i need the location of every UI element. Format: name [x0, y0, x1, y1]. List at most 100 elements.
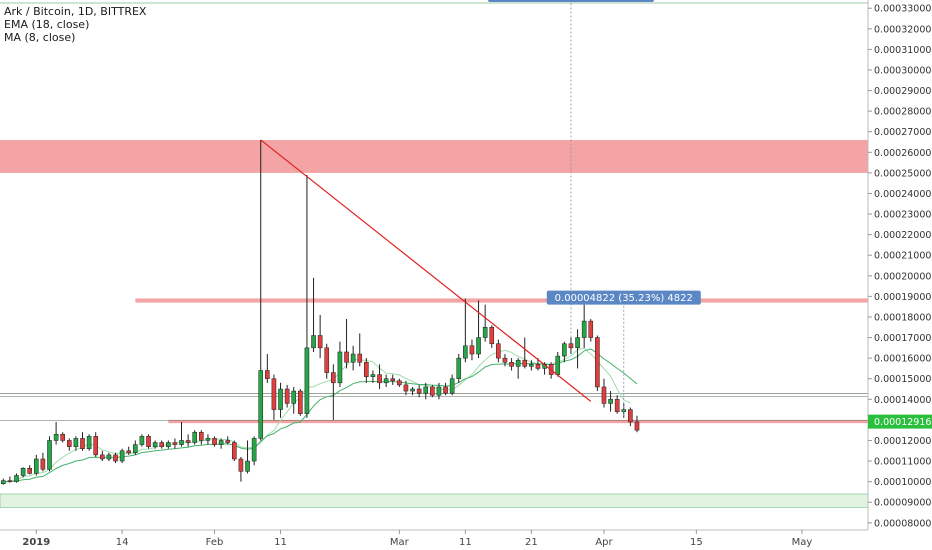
candle-body-52	[344, 351, 349, 363]
candle-body-11	[73, 438, 79, 447]
measure-label-1: 0.00004822 (35.23%) 4822	[555, 293, 693, 304]
candle-body-27	[179, 440, 184, 445]
candle-body-43	[284, 388, 290, 404]
candle-body-69	[456, 357, 462, 379]
candle-body-37	[245, 460, 250, 472]
candle-body-96	[634, 421, 640, 431]
candle-body-71	[469, 345, 475, 355]
candle-body-64	[423, 386, 429, 394]
candle-body-47	[311, 335, 316, 349]
x-tick-label-7: Apr	[595, 537, 613, 548]
candle-body-60	[397, 380, 402, 386]
y-tick-label-18: 0.00026000	[874, 148, 931, 159]
candle-body-16	[106, 454, 112, 460]
ema-18-line	[3, 348, 638, 483]
candle-body-3	[20, 468, 26, 476]
y-tick-label-16: 0.00024000	[874, 189, 931, 200]
candle-body-9	[60, 434, 66, 441]
candle-body-21	[139, 436, 145, 445]
legend-ema: EMA (18, close)	[4, 18, 90, 31]
candle-body-8	[53, 434, 59, 441]
price-tag-label: 0.00012916	[874, 417, 931, 428]
x-tick-label-6: 21	[525, 537, 538, 548]
candle-body-30	[199, 431, 204, 441]
candle-body-0	[1, 480, 6, 484]
candle-body-91	[601, 386, 607, 404]
candle-body-28	[185, 440, 191, 443]
y-tick-label-12: 0.00020000	[874, 271, 931, 282]
candle-body-19	[126, 450, 132, 454]
candle-body-44	[291, 390, 297, 404]
candle-body-45	[298, 390, 303, 414]
candle-body-61	[403, 384, 409, 392]
y-tick-label-1: 0.00009000	[874, 498, 931, 509]
x-tick-label-8: 15	[690, 537, 703, 548]
candle-body-41	[271, 378, 277, 410]
y-tick-label-17: 0.00025000	[874, 168, 931, 179]
candle-body-7	[47, 440, 52, 470]
zone-red-0	[0, 139, 868, 173]
x-tick-label-4: Mar	[390, 537, 410, 548]
candle-body-58	[383, 378, 389, 384]
candle-body-77	[509, 362, 514, 367]
candle-body-92	[608, 399, 613, 404]
candle-body-42	[278, 388, 283, 410]
zone-green-3	[0, 493, 869, 508]
y-tick-label-0: 0.00008000	[874, 518, 931, 529]
x-tick-label-9: May	[792, 537, 813, 548]
y-tick-label-13: 0.00021000	[874, 251, 931, 262]
candle-body-73	[482, 327, 488, 338]
y-tick-label-21: 0.00029000	[874, 86, 931, 97]
candle-body-13	[86, 436, 92, 449]
chart-legend: Ark / Bitcoin, 1D, BITTREX EMA (18, clos…	[4, 5, 146, 44]
candle-body-55	[364, 362, 369, 377]
candle-body-48	[317, 335, 323, 349]
candle-body-5	[34, 458, 39, 474]
candle-body-24	[159, 442, 165, 447]
candle-body-4	[27, 468, 32, 474]
x-tick-label-3: 11	[274, 537, 287, 548]
candle-body-59	[390, 378, 396, 382]
candle-body-10	[67, 440, 72, 447]
candle-body-79	[522, 359, 528, 367]
x-tick-label-1: 14	[116, 537, 129, 548]
x-tick-label-0: 2019	[22, 537, 50, 548]
y-tick-label-23: 0.00031000	[874, 45, 931, 56]
candle-body-74	[489, 327, 495, 344]
candle-body-53	[350, 353, 356, 363]
candle-body-20	[133, 444, 138, 454]
price-tag-bg	[868, 414, 932, 429]
legend-ma: MA (8, close)	[4, 31, 76, 44]
candle-body-89	[588, 320, 594, 338]
measure-label-bg-1	[546, 290, 701, 305]
x-tick-label-5: 11	[459, 537, 472, 548]
candle-body-84	[555, 355, 561, 375]
candle-body-15	[100, 454, 105, 460]
candle-body-18	[119, 450, 125, 462]
candle-body-1	[7, 480, 13, 482]
candle-body-57	[377, 374, 382, 384]
candle-body-2	[14, 475, 19, 482]
y-tick-label-2: 0.00010000	[874, 477, 931, 488]
candle-body-25	[166, 442, 171, 447]
y-tick-label-8: 0.00016000	[874, 354, 931, 365]
candle-body-22	[146, 436, 151, 447]
candle-body-56	[370, 374, 376, 377]
y-tick-label-19: 0.00027000	[874, 127, 931, 138]
candle-body-85	[562, 343, 567, 357]
candle-body-34	[225, 440, 231, 443]
candle-body-38	[251, 438, 257, 462]
candle-body-76	[502, 357, 508, 363]
candle-body-31	[205, 438, 211, 441]
y-tick-label-4: 0.00012000	[874, 436, 931, 447]
candle-body-39	[258, 370, 264, 439]
candle-body-40	[265, 370, 270, 379]
candle-body-36	[238, 458, 244, 472]
candle-body-6	[40, 458, 46, 470]
candle-body-88	[581, 320, 587, 338]
candle-body-62	[410, 388, 415, 392]
candle-body-63	[416, 388, 422, 394]
candle-body-46	[304, 347, 310, 414]
